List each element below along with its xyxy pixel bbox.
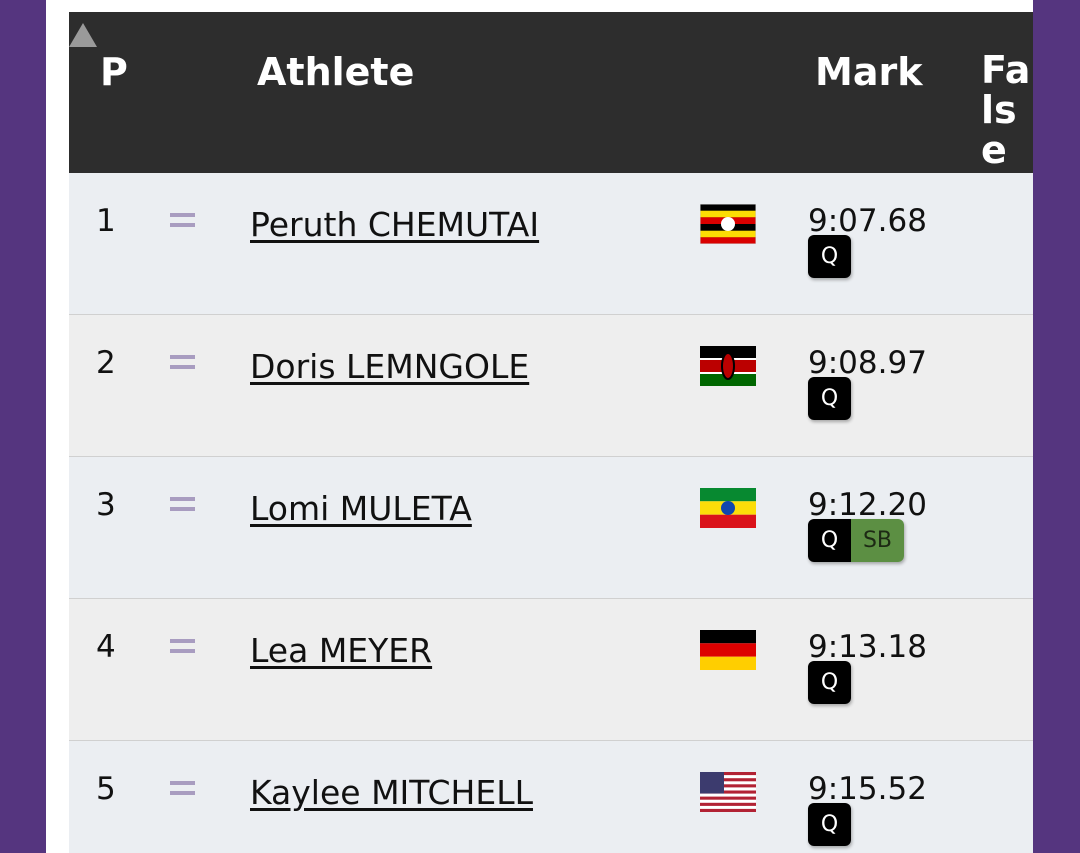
- flag-image: [700, 488, 756, 528]
- mark: 9:15.52: [808, 771, 927, 807]
- position: 5: [96, 771, 116, 807]
- result-row: 5 Kaylee MITCHELL 9:15.52 Q: [69, 741, 1033, 853]
- result-row: 3 Lomi MULETA 9:12.20 Q SB: [69, 457, 1033, 599]
- badges: Q: [808, 661, 851, 704]
- header-mark: Mark: [815, 50, 923, 94]
- result-row: 2 Doris LEMNGOLE 9:08.97 Q: [69, 315, 1033, 457]
- frame: P Athlete Mark False Start 1 Peruth CHEMU…: [46, 0, 1033, 853]
- country-flag: [700, 630, 756, 674]
- flag-image: [699, 203, 757, 245]
- badge: Q: [808, 803, 851, 846]
- position: 2: [96, 345, 116, 381]
- athlete-name[interactable]: Lea MEYER: [250, 631, 433, 670]
- table-header: P Athlete Mark False Start: [69, 12, 1033, 290]
- badge: Q: [808, 235, 851, 278]
- position-change-icon: [170, 639, 195, 653]
- badge: Q: [808, 661, 851, 704]
- badges: Q: [808, 377, 851, 420]
- flag-image: [700, 772, 756, 812]
- athlete-name[interactable]: Doris LEMNGOLE: [250, 347, 530, 386]
- position-change-icon: [170, 497, 195, 511]
- mark: 9:12.20: [808, 487, 927, 523]
- mark: 9:08.97: [808, 345, 927, 381]
- mark: 9:07.68: [808, 203, 927, 239]
- badge: Q: [808, 519, 851, 562]
- flag-image: [700, 630, 756, 670]
- athlete-name[interactable]: Kaylee MITCHELL: [250, 773, 533, 812]
- country-flag: [700, 346, 756, 390]
- header-athlete: Athlete: [257, 50, 415, 94]
- results-table: P Athlete Mark False Start 1 Peruth CHEMU…: [69, 12, 1033, 853]
- header-position[interactable]: P: [100, 50, 128, 94]
- position-change-icon: [170, 213, 195, 227]
- athlete-name[interactable]: Peruth CHEMUTAI: [250, 205, 540, 244]
- badge: Q: [808, 377, 851, 420]
- position-change-icon: [170, 355, 195, 369]
- badges: Q: [808, 235, 851, 278]
- result-row: 1 Peruth CHEMUTAI 9:07.68 Q: [69, 173, 1033, 315]
- position-change-icon: [170, 781, 195, 795]
- athlete-name[interactable]: Lomi MULETA: [250, 489, 472, 528]
- badges: Q SB: [808, 519, 904, 562]
- badge: SB: [851, 519, 904, 562]
- mark: 9:13.18: [808, 629, 927, 665]
- position: 3: [96, 487, 116, 523]
- position: 4: [96, 629, 116, 665]
- position: 1: [96, 203, 116, 239]
- flag-image: [700, 346, 756, 386]
- badges: Q: [808, 803, 851, 846]
- result-row: 4 Lea MEYER 9:13.18 Q: [69, 599, 1033, 741]
- country-flag: [700, 772, 756, 816]
- sort-arrow: [69, 23, 97, 47]
- country-flag: [699, 203, 757, 248]
- country-flag: [700, 488, 756, 532]
